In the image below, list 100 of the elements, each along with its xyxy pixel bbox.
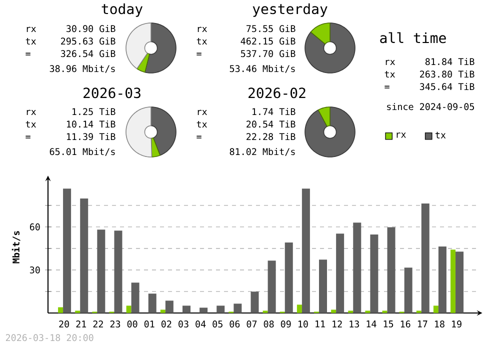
text: 10.14 TiB [66,120,116,128]
text: = [384,86,390,88]
x-tick-label: 10 [298,320,308,328]
text: all time [380,32,446,44]
chart-title: yesterday [252,3,328,17]
x-tick-label: 20 [59,320,69,328]
bar [387,227,396,313]
legend-label: tx [436,132,446,138]
bar [331,310,336,313]
text: 462.15 GiB [240,38,296,45]
bar [433,306,438,313]
x-tick-label: 14 [366,320,376,328]
text: 263.80 TiB [420,70,474,78]
text: rx [26,110,36,115]
x-tick-label: 23 [110,320,120,328]
x-tick-label: 21 [76,320,86,328]
text: 295.63 GiB [61,38,116,45]
text: 81.84 TiB [425,58,474,66]
text: 2026-03-18 20:00 [6,334,94,342]
bar [336,234,344,313]
bar [165,300,174,313]
text: since 2024-09-05 [387,103,474,110]
bar [296,304,302,313]
y-tick-label: 60 [30,223,40,230]
bar [126,306,132,313]
text: = [26,136,30,138]
text: 20.54 TiB [246,120,296,128]
y-tick-label: 30 [30,266,40,274]
x-tick-label: 02 [161,320,172,328]
chart-title: 2026-03 [84,88,140,98]
text: 1.25 TiB [72,108,116,116]
x-tick-label: 06 [230,320,240,328]
x-tick-label: 13 [350,320,359,328]
bar [216,306,225,313]
bar [370,234,378,313]
bar [404,268,412,313]
legend-label: rx [396,132,406,138]
text: tx [26,121,36,128]
bar [250,292,259,313]
x-tick-label: 09 [280,320,291,328]
text: tx [196,38,208,44]
x-tick-label: 08 [264,320,274,328]
text: 75.55 GiB [246,25,296,32]
x-tick-label: 15 [384,320,394,328]
text: = [26,52,30,56]
bar [353,222,362,313]
text: tx [26,38,36,44]
text: tx [384,71,396,78]
text: 53.46 Mbit/s [230,65,295,73]
text: 1.74 TiB [252,108,296,115]
bar [182,306,190,313]
y-axis-title: Mbit/s [12,231,20,264]
bar [148,294,156,313]
text: 65.01 Mbit/s [50,148,115,156]
text: = [196,136,202,138]
text: rx [198,110,208,115]
bar [131,282,140,313]
text: 537.70 GiB [240,50,296,58]
bar [63,188,72,313]
x-tick-label: 07 [246,320,257,328]
x-tick-label: 16 [400,320,410,328]
text: 326.54 GiB [60,50,116,58]
bar [456,252,464,313]
x-tick-label: 19 [452,320,462,328]
bar [80,198,88,313]
text: rx [198,26,208,32]
bar [319,260,328,313]
x-tick-label: 04 [196,320,206,328]
bar [268,260,276,313]
x-tick-label: 18 [435,320,444,328]
text: rx [26,26,36,32]
x-tick-label: 17 [418,320,428,328]
x-tick-label: 05 [212,320,222,328]
chart-title: 2026-02 [248,88,306,98]
chart-title: today [102,3,143,17]
text: 11.39 TiB [66,133,116,140]
bar [114,230,122,313]
x-tick-label: 00 [127,320,138,328]
x-tick-label: 22 [93,320,103,328]
bar [200,308,208,313]
x-tick-label: 03 [178,320,188,328]
x-tick-label: 12 [332,320,342,328]
bar [97,230,106,313]
text: 81.02 Mbit/s [230,148,295,156]
text: 38.96 Mbit/s [50,65,115,73]
bar [234,304,242,313]
text: 22.28 TiB [246,133,296,140]
bar [450,250,456,313]
bar [58,307,64,313]
bar [421,204,430,313]
text: tx [196,121,208,128]
text: rx [386,60,396,65]
bar [160,310,166,313]
text: 345.64 TiB [420,83,474,90]
x-tick-label: 11 [316,320,325,328]
bar [438,246,446,313]
x-tick-label: 01 [144,320,154,328]
bar [284,242,293,313]
text: 30.90 GiB [66,25,116,32]
bar [302,188,310,313]
